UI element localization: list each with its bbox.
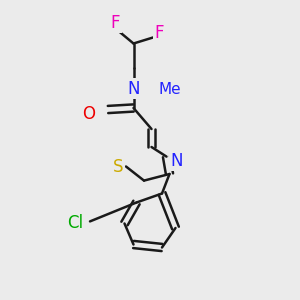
Text: F: F [111, 14, 120, 32]
Text: Cl: Cl [67, 214, 83, 232]
Text: S: S [113, 158, 124, 175]
Text: F: F [154, 24, 164, 42]
Text: N: N [171, 152, 183, 169]
Text: N: N [127, 80, 140, 98]
Text: Me: Me [159, 82, 182, 98]
Text: O: O [82, 105, 95, 123]
